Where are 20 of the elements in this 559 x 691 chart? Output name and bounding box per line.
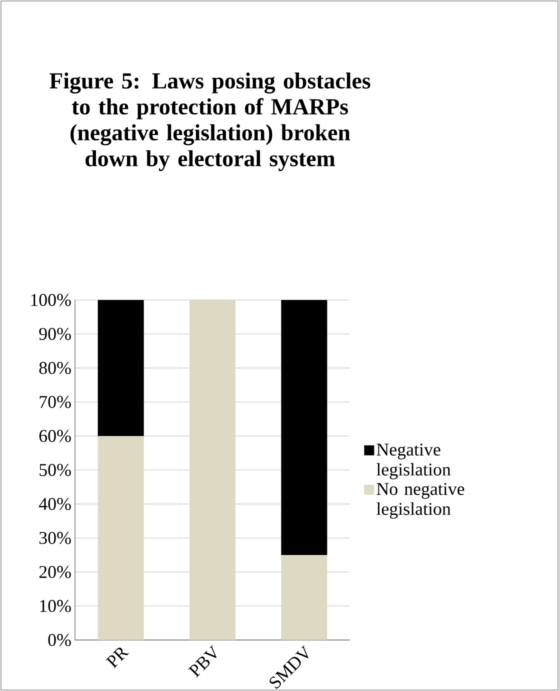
y-tick-label: 60% xyxy=(39,430,71,442)
bar xyxy=(98,436,144,640)
y-tick-label: 20% xyxy=(39,566,71,578)
bar xyxy=(281,555,328,640)
bar xyxy=(281,300,328,555)
chart-title: Figure 5: Laws posing obstacles to the protection of MARPs (negative legislation) broken down by electoral system xyxy=(50,72,370,172)
y-tick-label: 0% xyxy=(48,634,71,646)
y-tick-label: 40% xyxy=(38,498,71,510)
y-tick-label: 80% xyxy=(39,362,71,374)
legend-label: No negative legislation xyxy=(376,482,464,519)
bar xyxy=(98,300,144,436)
y-tick-label: 70% xyxy=(40,396,71,408)
x-tick-label: PR xyxy=(106,648,130,668)
y-tick-label: 90% xyxy=(39,328,71,340)
legend-label: Negative legislation xyxy=(376,444,451,480)
y-tick-label: 10% xyxy=(40,600,71,612)
y-tick-label: 100% xyxy=(31,294,71,306)
y-tick-label: 50% xyxy=(40,464,71,476)
bar xyxy=(190,300,236,640)
y-tick-label: 30% xyxy=(39,532,71,544)
